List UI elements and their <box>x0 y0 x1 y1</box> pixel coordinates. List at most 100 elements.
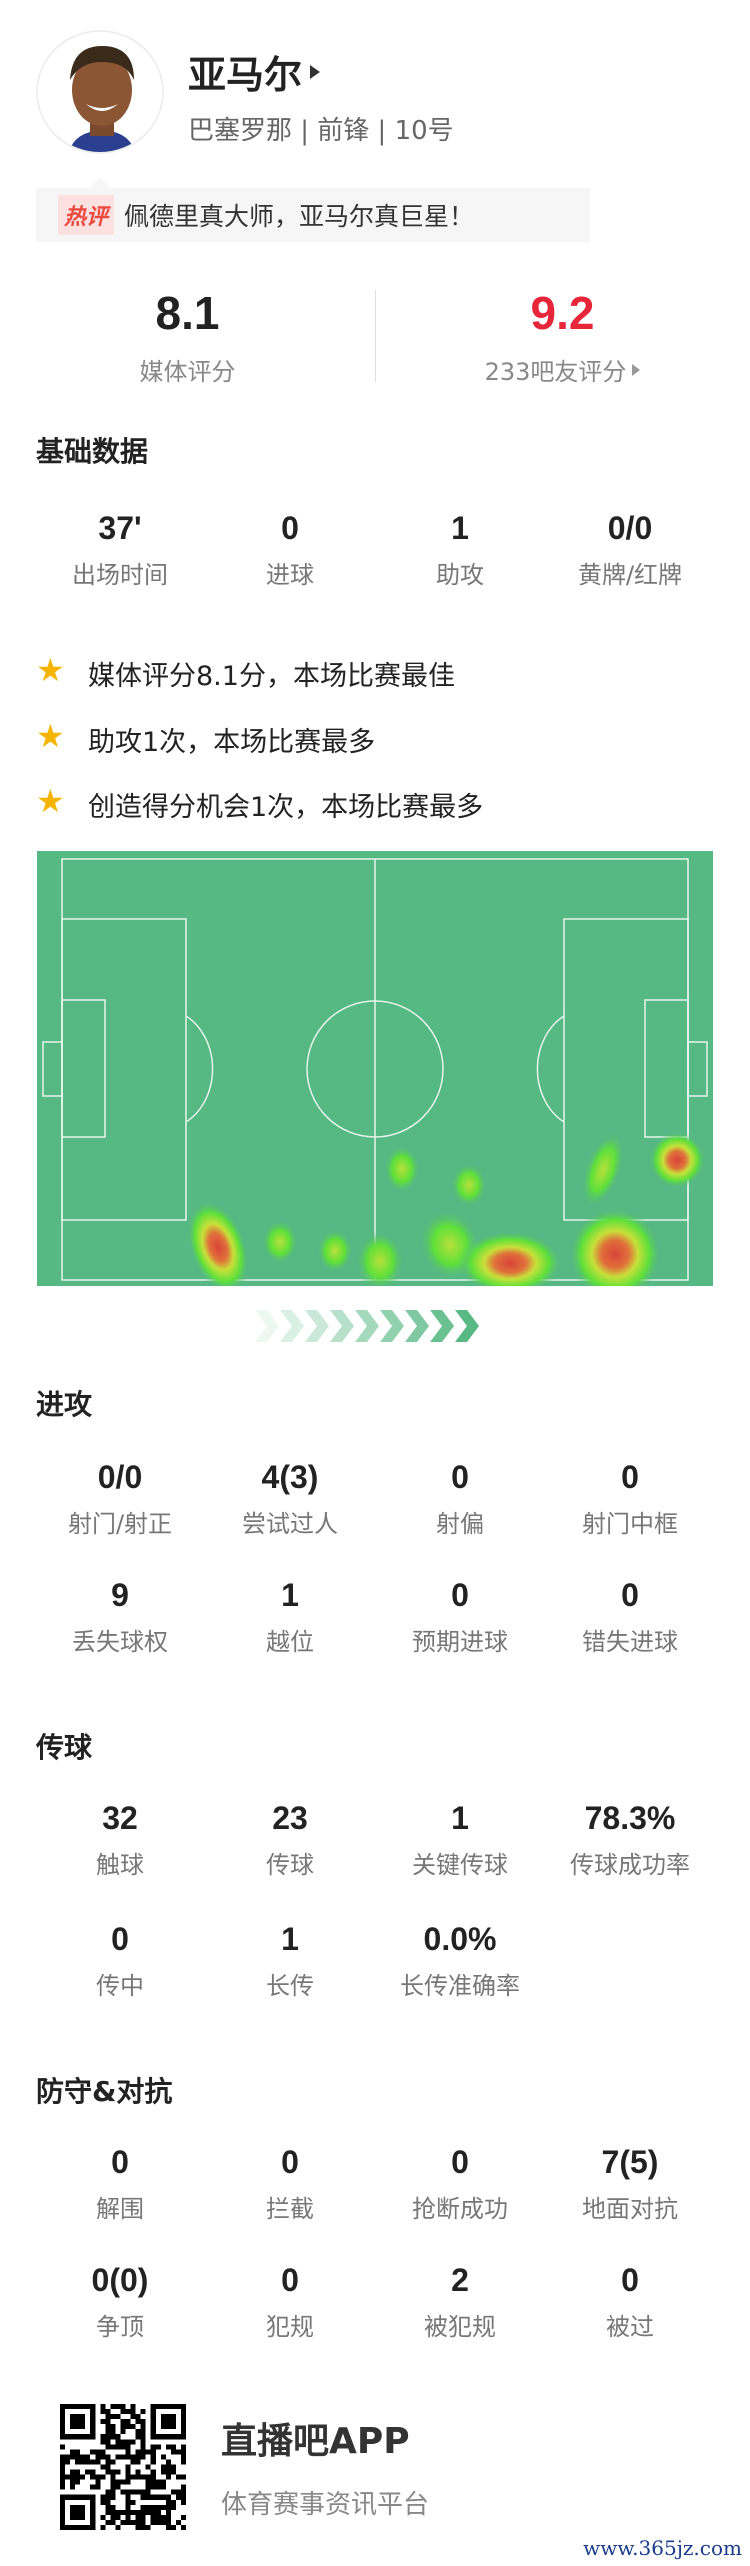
stat-value: 1 <box>451 1800 469 1836</box>
stat-value: 9 <box>111 1577 129 1613</box>
stat-value: 32 <box>102 1800 138 1836</box>
stat-value: 78.3% <box>584 1800 676 1836</box>
stat-attack: 9 丢失球权 <box>35 1577 205 1657</box>
stat-label: 长传准确率 <box>400 1972 520 2000</box>
app-description: 体育赛事资讯平台 <box>221 2490 430 2520</box>
heat-spot <box>186 1200 250 1286</box>
stat-label: 解围 <box>96 2195 144 2223</box>
stat-label: 争顶 <box>96 2313 144 2341</box>
stat-value: 0 <box>281 510 299 546</box>
stat-passing: 1 长传 <box>205 1921 375 2001</box>
stat-label: 越位 <box>266 1628 314 1656</box>
stat-label: 尝试过人 <box>242 1510 338 1538</box>
heat-spot <box>581 1131 625 1209</box>
chevron-right-icon <box>330 1310 354 1342</box>
stat-value: 4(3) <box>261 1459 319 1495</box>
stat-label: 被过 <box>606 2313 654 2341</box>
watermark: www.365jz.com <box>583 2536 742 2560</box>
heat-spot <box>458 1231 562 1286</box>
stat-attack: 1 越位 <box>205 1577 375 1657</box>
highlight-item: 助攻1次，本场比赛最多 <box>88 727 376 758</box>
player-avatar[interactable] <box>36 30 164 154</box>
heat-spot <box>262 1220 298 1264</box>
player-name: 亚马尔 <box>188 53 303 97</box>
stat-label: 传中 <box>96 1972 144 2000</box>
hot-comment-tag: 热评 <box>58 195 115 235</box>
attack-direction-arrows <box>255 1310 479 1342</box>
fan-rating-value: 9.2 <box>530 287 595 339</box>
stat-value: 0 <box>621 2262 639 2298</box>
heat-spot <box>356 1231 404 1286</box>
stat-passing: 0.0% 长传准确率 <box>375 1921 545 2001</box>
stat-label: 错失进球 <box>582 1628 678 1656</box>
stat-value: 0 <box>621 1459 639 1495</box>
stat-label: 射偏 <box>436 1510 484 1538</box>
stat-value: 0/0 <box>97 1459 143 1495</box>
stat-value: 0 <box>451 1577 469 1613</box>
arrow-right-icon <box>632 363 641 376</box>
app-name: 直播吧APP <box>221 2421 410 2462</box>
section-title-basic: 基础数据 <box>36 435 149 468</box>
star-icon: ★ <box>36 782 65 820</box>
stat-value: 0 <box>451 1459 469 1495</box>
chevron-right-icon <box>405 1310 429 1342</box>
stat-value: 0 <box>111 2144 129 2180</box>
heat-spot <box>451 1163 487 1207</box>
stat-attack: 0 射偏 <box>375 1459 545 1539</box>
player-name-link[interactable]: 亚马尔 <box>188 44 321 99</box>
stat-value: 37' <box>98 510 142 546</box>
stat-label: 关键传球 <box>412 1851 508 1879</box>
stat-value: 0 <box>281 2262 299 2298</box>
stat-defense: 2 被犯规 <box>375 2262 545 2342</box>
fan-rating[interactable]: 9.2 233吧友评分 <box>375 286 750 387</box>
hot-comment[interactable]: 热评 佩德里真大师，亚马尔真巨星！ <box>36 178 590 242</box>
stat-value: 7(5) <box>601 2144 659 2180</box>
chevron-right-icon <box>380 1310 404 1342</box>
section-title-attack: 进攻 <box>36 1388 93 1421</box>
stat-defense: 0(0) 争顶 <box>35 2262 205 2342</box>
stat-label: 抢断成功 <box>412 2195 508 2223</box>
stat-label: 传球 <box>266 1851 314 1879</box>
stat-value: 0/0 <box>607 510 653 546</box>
arrow-right-icon <box>310 64 321 79</box>
section-title-defense: 防守&对抗 <box>36 2075 173 2108</box>
stat-value: 0(0) <box>91 2262 149 2298</box>
star-icon: ★ <box>36 717 65 755</box>
chevron-right-icon <box>305 1310 329 1342</box>
stat-value: 0 <box>281 2144 299 2180</box>
stat-basic: 0 进球 <box>205 510 375 590</box>
heatmap-pitch <box>37 851 713 1286</box>
heat-spot <box>384 1145 420 1193</box>
media-rating: 8.1 媒体评分 <box>0 286 375 387</box>
stat-label: 地面对抗 <box>582 2195 678 2223</box>
section-title-passing: 传球 <box>36 1731 93 1764</box>
stat-defense: 0 被过 <box>545 2262 715 2342</box>
stat-attack: 0 射门中框 <box>545 1459 715 1539</box>
qr-code <box>60 2404 186 2530</box>
stat-label: 射门/射正 <box>67 1510 173 1538</box>
stat-value: 0 <box>621 1577 639 1613</box>
stat-passing: 23 传球 <box>205 1800 375 1880</box>
stat-defense: 7(5) 地面对抗 <box>545 2144 715 2224</box>
heat-spot <box>569 1208 661 1286</box>
stat-value: 1 <box>451 510 469 546</box>
chevron-right-icon <box>430 1310 454 1342</box>
stat-label: 传球成功率 <box>570 1851 690 1879</box>
stat-basic: 37' 出场时间 <box>35 510 205 590</box>
stat-label: 射门中框 <box>582 1510 678 1538</box>
heat-spot <box>649 1132 705 1188</box>
stat-label: 被犯规 <box>424 2313 496 2341</box>
chevron-right-icon <box>280 1310 304 1342</box>
stat-label: 助攻 <box>436 561 484 589</box>
divider <box>375 290 376 382</box>
pitch-lines <box>42 858 708 1281</box>
stat-defense: 0 犯规 <box>205 2262 375 2342</box>
stat-defense: 0 拦截 <box>205 2144 375 2224</box>
stat-defense: 0 抢断成功 <box>375 2144 545 2224</box>
stat-basic: 1 助攻 <box>375 510 545 590</box>
stat-attack: 0 预期进球 <box>375 1577 545 1657</box>
stat-passing: 78.3% 传球成功率 <box>545 1800 715 1880</box>
stat-defense: 0 解围 <box>35 2144 205 2224</box>
stat-value: 0 <box>111 1921 129 1957</box>
chevron-right-icon <box>455 1310 479 1342</box>
